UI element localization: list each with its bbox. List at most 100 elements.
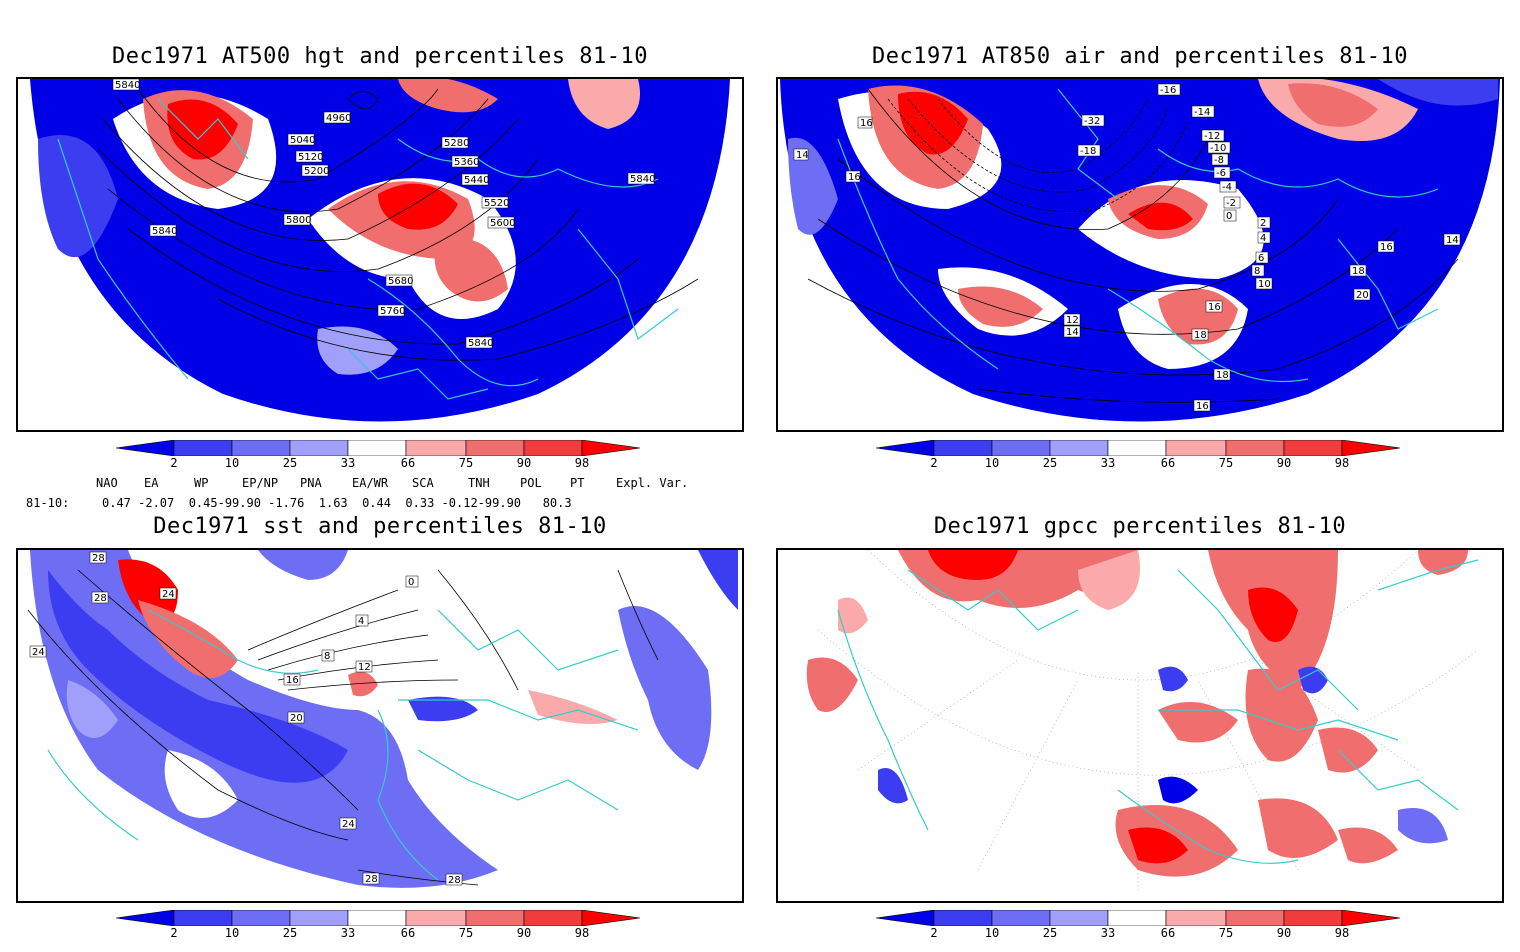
colorbar-swatch [1165,439,1227,457]
colorbar-swatch [1225,439,1285,457]
air-contour-label: 0 [1226,211,1232,222]
sst-contour-label: 28 [365,874,378,885]
sst-contour-label: 16 [286,675,299,686]
indices-header-cell: PT [570,476,585,490]
indices-values: 0.47 -2.07 0.45-99.90 -1.76 1.63 0.44 0.… [102,496,572,510]
colorbar-swatches [875,439,1401,457]
indices-header-cell: EP/NP [242,476,279,490]
colorbar-label: 10 [224,926,240,940]
colorbar-swatch [875,439,935,457]
air-contour-label: -32 [1084,116,1100,127]
sst-contour-label: 0 [408,577,414,588]
panel-sst-title: Dec1971 sst and percentiles 81-10 [153,514,607,539]
colorbar-swatch [115,909,175,927]
panel-sst-map: 28 24 28 24 0 4 8 12 16 20 24 28 28 [16,548,744,903]
colorbar-sst: 2 10 25 33 66 75 90 98 [115,909,676,952]
colorbar-label: 2 [930,456,938,470]
colorbar-label: 75 [1218,926,1234,940]
sst-contour-label: 12 [358,662,371,673]
colorbar-labels: 2 10 25 33 66 75 90 98 [876,456,1436,472]
air-contour-label: 16 [848,172,861,183]
air-contour-label: 14 [796,150,809,161]
colorbar-hgt: 2 10 25 33 66 75 90 98 [115,439,676,482]
colorbar-swatch [231,439,291,457]
colorbar-label: 90 [1276,456,1292,470]
sst-contour-label: 28 [94,593,107,604]
hgt-contour-label: 5840 [630,174,655,185]
hgt-contour-label: 5600 [490,218,515,229]
colorbar-swatch [465,439,525,457]
colorbar-label: 33 [1100,926,1116,940]
colorbar-label: 10 [984,926,1000,940]
colorbar-swatch [1107,909,1167,927]
air-contour-label: -10 [1210,143,1226,154]
air-contour-label: -2 [1226,198,1236,209]
panel-hgt-map: 5840 4960 5040 5120 5200 5280 5360 5440 … [16,77,744,432]
air-contour-label: 16 [860,118,873,129]
air-contour-label: -4 [1222,182,1232,193]
indices-header-cell: WP [194,476,209,490]
panel-air-title: Dec1971 AT850 air and percentiles 81-10 [871,44,1409,69]
indices-header-cell: EA [144,476,159,490]
indices-header-cell: EA/WR [352,476,389,490]
colorbar-swatch [347,909,407,927]
air-contour-label: -6 [1216,168,1226,179]
colorbar-swatch [523,909,583,927]
colorbar-swatch [523,439,583,457]
colorbar-label: 66 [1160,926,1176,940]
colorbar-label: 75 [458,926,474,940]
colorbar-label: 2 [930,926,938,940]
indices-header-cell: POL [520,476,542,490]
air-contour-label: 2 [1260,218,1266,229]
colorbar-air: 2 10 25 33 66 75 90 98 [875,439,1436,482]
colorbar-swatch [1049,909,1109,927]
colorbar-label: 33 [1100,456,1116,470]
air-contour-label: 10 [1258,279,1271,290]
indices-header-cell: NAO [96,476,118,490]
air-contour-label: 4 [1260,233,1266,244]
colorbar-swatches [115,439,641,457]
colorbar-label: 10 [984,456,1000,470]
air-contour-label: 18 [1216,370,1229,381]
colorbar-swatch [933,439,993,457]
hgt-contour-label: 5440 [464,175,489,186]
colorbar-swatch [1341,439,1401,457]
colorbar-swatch [289,909,349,927]
air-contour-label: -16 [1160,85,1176,96]
colorbar-swatch [405,909,467,927]
colorbar-label: 90 [516,456,532,470]
sst-contour-label: 8 [324,651,330,662]
air-contour-label: 8 [1254,266,1260,277]
air-contour-label: 18 [1194,330,1207,341]
hgt-contour-label: 5760 [380,306,405,317]
colorbar-label: 98 [574,456,590,470]
colorbar-swatch [1165,909,1227,927]
colorbar-label: 2 [170,456,178,470]
air-contour-label: 16 [1380,242,1393,253]
colorbar-swatch [405,439,467,457]
indices-header-cell: SCA [412,476,434,490]
air-contour-label: 20 [1356,290,1369,301]
colorbar-gpcc: 2 10 25 33 66 75 90 98 [875,909,1436,952]
hgt-contour-label: 5520 [484,198,509,209]
colorbar-label: 25 [282,926,298,940]
hgt-contour-label: 5040 [290,135,315,146]
colorbar-swatch [231,909,291,927]
air-contour-label: -8 [1214,155,1224,166]
colorbar-swatches [875,909,1401,927]
sst-contour-label: 4 [358,616,364,627]
air-contour-label: 16 [1196,401,1209,412]
colorbar-labels: 2 10 25 33 66 75 90 98 [876,926,1436,942]
air-contour-label: 12 [1066,315,1079,326]
air-contour-label: 14 [1066,327,1079,338]
sst-contour-label: 24 [342,819,355,830]
colorbar-label: 33 [340,456,356,470]
colorbar-swatch [1283,439,1343,457]
colorbar-swatch [1225,909,1285,927]
indices-header-cell: Expl. Var. [616,476,689,490]
colorbar-swatch [1049,439,1109,457]
colorbar-labels: 2 10 25 33 66 75 90 98 [116,456,676,472]
colorbar-label: 66 [400,456,416,470]
hgt-contour-label: 5800 [286,215,311,226]
colorbar-swatch [933,909,993,927]
